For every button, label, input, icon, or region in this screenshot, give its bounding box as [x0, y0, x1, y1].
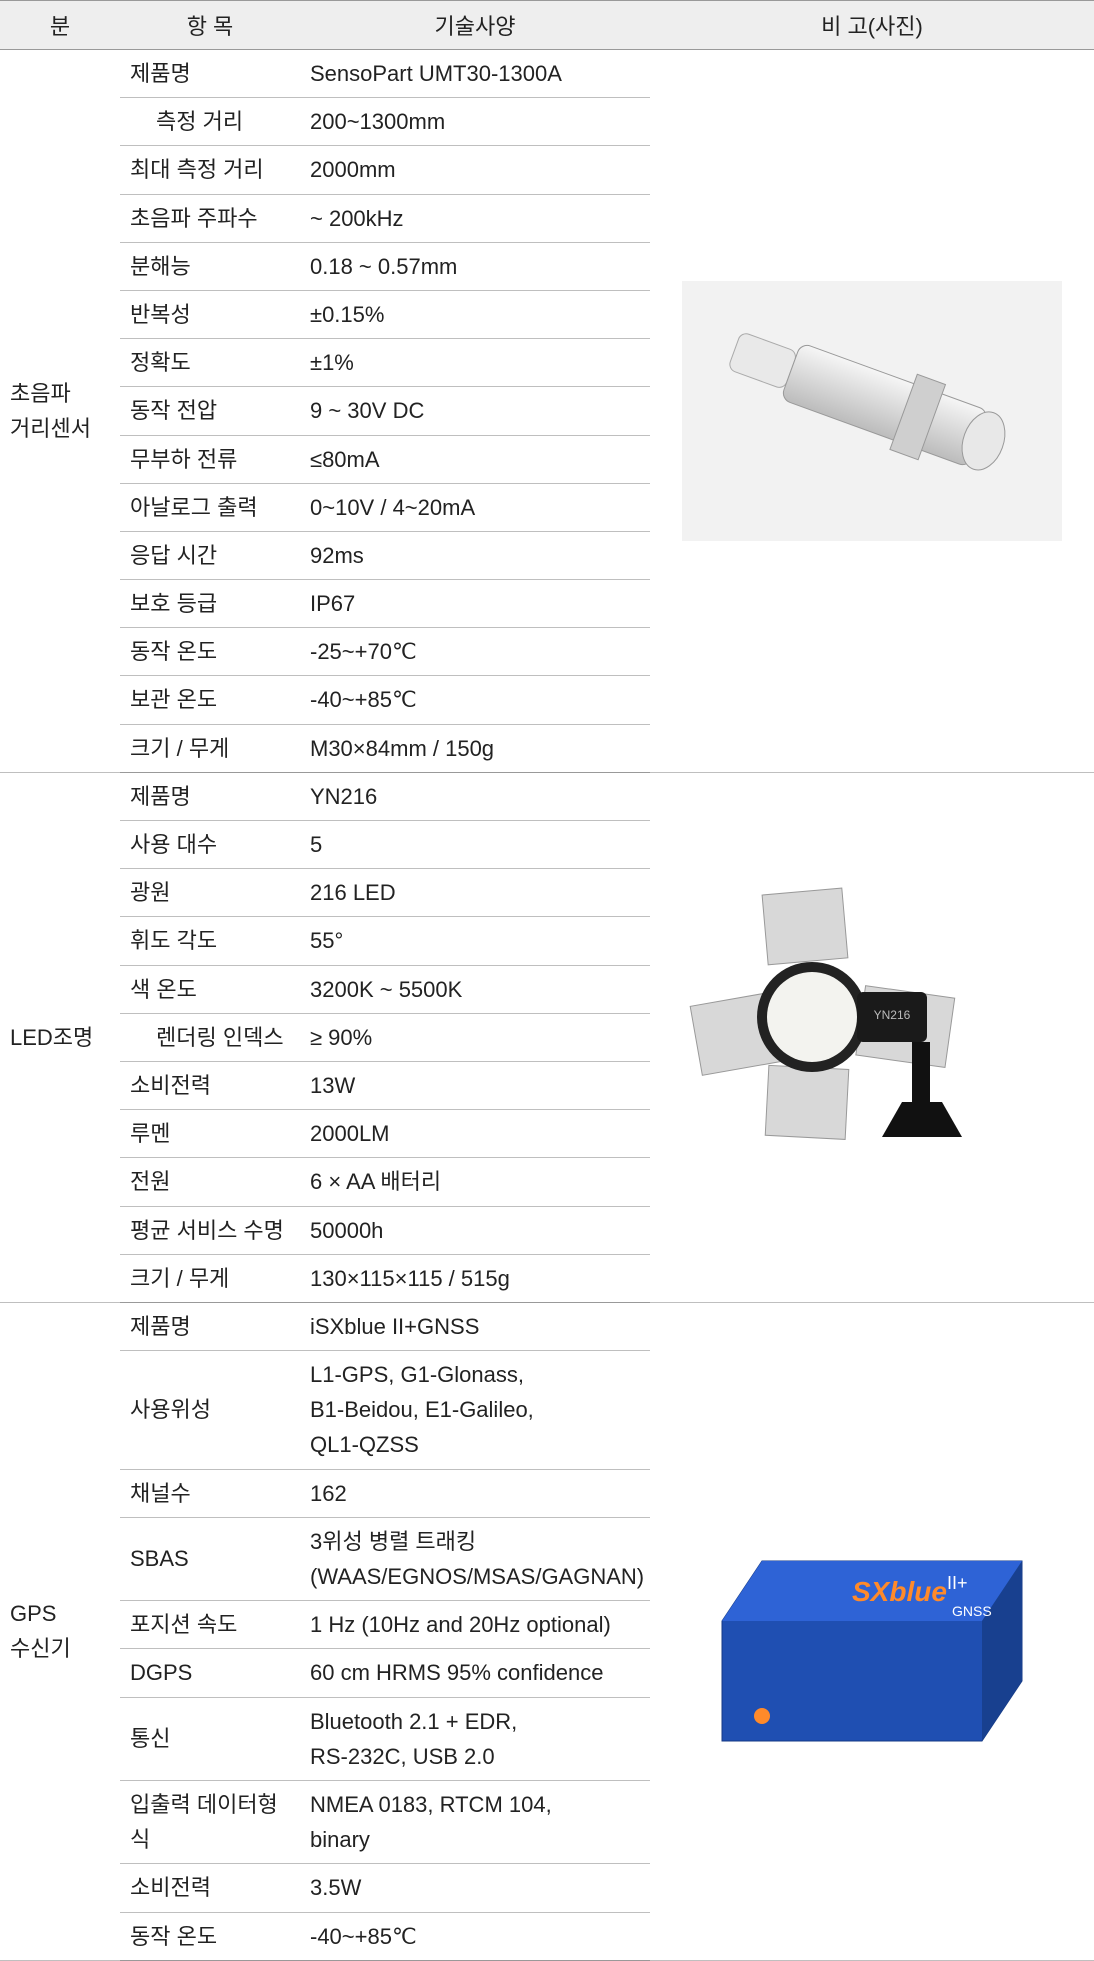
item-cell: 최대 측정 거리 — [120, 146, 300, 194]
item-cell: DGPS — [120, 1649, 300, 1697]
spec-cell: 60 cm HRMS 95% confidence — [300, 1649, 650, 1697]
spec-cell: ±0.15% — [300, 290, 650, 338]
spec-cell: 92ms — [300, 531, 650, 579]
spec-cell: ≤80mA — [300, 435, 650, 483]
photo-cell: YN216 — [650, 772, 1094, 1302]
category-cell: LED조명 — [0, 772, 120, 1302]
table-row: LED조명제품명YN216 YN216 — [0, 772, 1094, 820]
svg-text:II+: II+ — [947, 1573, 968, 1593]
item-cell: 응답 시간 — [120, 531, 300, 579]
item-cell: 아날로그 출력 — [120, 483, 300, 531]
spec-cell: 0.18 ~ 0.57mm — [300, 242, 650, 290]
spec-cell: iSXblue II+GNSS — [300, 1302, 650, 1350]
spec-cell: YN216 — [300, 772, 650, 820]
item-cell: 전원 — [120, 1158, 300, 1206]
item-cell: 보호 등급 — [120, 580, 300, 628]
item-cell: 소비전력 — [120, 1061, 300, 1109]
item-cell: 무부하 전류 — [120, 435, 300, 483]
spec-cell: -40~+85℃ — [300, 1912, 650, 1960]
spec-cell: Bluetooth 2.1 + EDR,RS-232C, USB 2.0 — [300, 1697, 650, 1780]
item-cell: 초음파 주파수 — [120, 194, 300, 242]
category-cell: 초음파 거리센서 — [0, 50, 120, 773]
item-cell: 분해능 — [120, 242, 300, 290]
spec-cell: L1-GPS, G1-Glonass,B1-Beidou, E1-Galileo… — [300, 1351, 650, 1470]
spec-cell: 50000h — [300, 1206, 650, 1254]
spec-cell: M30×84mm / 150g — [300, 724, 650, 772]
svg-text:YN216: YN216 — [874, 1008, 911, 1022]
spec-cell: 13W — [300, 1061, 650, 1109]
item-cell: 정확도 — [120, 339, 300, 387]
spec-cell: 3200K ~ 5500K — [300, 965, 650, 1013]
item-cell: 동작 온도 — [120, 628, 300, 676]
item-cell: 포지션 속도 — [120, 1601, 300, 1649]
col-category: 분 — [0, 1, 120, 50]
spec-cell: 2000mm — [300, 146, 650, 194]
spec-cell: 55° — [300, 917, 650, 965]
spec-cell: NMEA 0183, RTCM 104,binary — [300, 1780, 650, 1863]
item-cell: 동작 전압 — [120, 387, 300, 435]
item-cell: 크기 / 무게 — [120, 724, 300, 772]
item-cell: 동작 온도 — [120, 1912, 300, 1960]
item-cell: 반복성 — [120, 290, 300, 338]
photo-led-light: YN216 — [682, 887, 1062, 1187]
item-cell: 평균 서비스 수명 — [120, 1206, 300, 1254]
svg-text:GNSS: GNSS — [952, 1603, 992, 1619]
table-row: GPS 수신기제품명iSXblue II+GNSS SXblue II+ GNS… — [0, 1302, 1094, 1350]
item-cell: 사용위성 — [120, 1351, 300, 1470]
col-spec: 기술사양 — [300, 1, 650, 50]
spec-cell: 2000LM — [300, 1110, 650, 1158]
spec-cell: -25~+70℃ — [300, 628, 650, 676]
item-cell: 휘도 각도 — [120, 917, 300, 965]
item-cell: SBAS — [120, 1517, 300, 1600]
spec-cell: 200~1300mm — [300, 98, 650, 146]
spec-cell: 9 ~ 30V DC — [300, 387, 650, 435]
item-cell: 제품명 — [120, 1302, 300, 1350]
spec-cell: 130×115×115 / 515g — [300, 1254, 650, 1302]
item-cell: 측정 거리 — [120, 98, 300, 146]
item-cell: 보관 온도 — [120, 676, 300, 724]
item-cell: 제품명 — [120, 50, 300, 98]
item-cell: 사용 대수 — [120, 821, 300, 869]
spec-cell: 3위성 병렬 트래킹(WAAS/EGNOS/MSAS/GAGNAN) — [300, 1517, 650, 1600]
svg-text:SXblue: SXblue — [852, 1576, 947, 1607]
item-cell: 입출력 데이터형식 — [120, 1780, 300, 1863]
item-cell: 통신 — [120, 1697, 300, 1780]
item-cell: 크기 / 무게 — [120, 1254, 300, 1302]
col-note: 비 고(사진) — [650, 1, 1094, 50]
category-cell: GPS 수신기 — [0, 1302, 120, 1960]
col-item: 항 목 — [120, 1, 300, 50]
spec-cell: 1 Hz (10Hz and 20Hz optional) — [300, 1601, 650, 1649]
spec-cell: 162 — [300, 1469, 650, 1517]
spec-cell: ~ 200kHz — [300, 194, 650, 242]
spec-cell: SensoPart UMT30-1300A — [300, 50, 650, 98]
spec-cell: ≥ 90% — [300, 1013, 650, 1061]
spec-cell: ±1% — [300, 339, 650, 387]
spec-cell: 6 × AA 배터리 — [300, 1158, 650, 1206]
table-row: 초음파 거리센서제품명SensoPart UMT30-1300A — [0, 50, 1094, 98]
spec-cell: 5 — [300, 821, 650, 869]
photo-ultrasonic-sensor — [682, 281, 1062, 541]
item-cell: 색 온도 — [120, 965, 300, 1013]
item-cell: 루멘 — [120, 1110, 300, 1158]
photo-cell — [650, 50, 1094, 773]
item-cell: 렌더링 인덱스 — [120, 1013, 300, 1061]
spec-cell: 3.5W — [300, 1864, 650, 1912]
item-cell: 제품명 — [120, 772, 300, 820]
header-row: 분 항 목 기술사양 비 고(사진) — [0, 1, 1094, 50]
spec-cell: 216 LED — [300, 869, 650, 917]
photo-cell: SXblue II+ GNSS — [650, 1302, 1094, 1960]
spec-cell: IP67 — [300, 580, 650, 628]
item-cell: 소비전력 — [120, 1864, 300, 1912]
photo-gps-receiver: SXblue II+ GNSS — [682, 1501, 1062, 1761]
item-cell: 광원 — [120, 869, 300, 917]
spec-cell: 0~10V / 4~20mA — [300, 483, 650, 531]
item-cell: 채널수 — [120, 1469, 300, 1517]
spec-cell: -40~+85℃ — [300, 676, 650, 724]
spec-table: 분 항 목 기술사양 비 고(사진) 초음파 거리센서제품명SensoPart … — [0, 0, 1094, 1961]
